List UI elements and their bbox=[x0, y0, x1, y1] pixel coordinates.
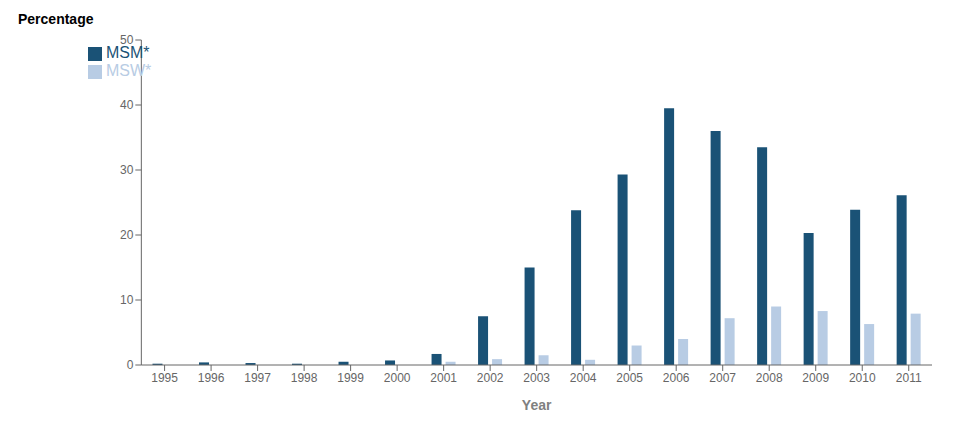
svg-text:1998: 1998 bbox=[291, 371, 318, 385]
svg-text:2004: 2004 bbox=[570, 371, 597, 385]
svg-text:2011: 2011 bbox=[896, 371, 922, 385]
svg-text:2005: 2005 bbox=[616, 371, 643, 385]
svg-text:0: 0 bbox=[127, 358, 134, 372]
html-text:Percentage: Percentage bbox=[18, 11, 94, 27]
svg-text:2010: 2010 bbox=[849, 371, 876, 385]
svg-text:50: 50 bbox=[120, 33, 134, 47]
svg-text:1996: 1996 bbox=[198, 371, 225, 385]
svg-text:2003: 2003 bbox=[523, 371, 550, 385]
html-text:MSM*: MSM* bbox=[106, 44, 150, 61]
svg-text:2000: 2000 bbox=[384, 371, 411, 385]
svg-text:10: 10 bbox=[120, 293, 134, 307]
svg-text:2009: 2009 bbox=[802, 371, 829, 385]
svg-text:2002: 2002 bbox=[477, 371, 504, 385]
svg-text:2007: 2007 bbox=[709, 371, 736, 385]
svg-text:1995: 1995 bbox=[151, 371, 178, 385]
svg-text:2006: 2006 bbox=[663, 371, 690, 385]
svg-text:Year: Year bbox=[522, 397, 552, 413]
svg-text:20: 20 bbox=[120, 228, 134, 242]
svg-text:30: 30 bbox=[120, 163, 134, 177]
svg-text:2001: 2001 bbox=[430, 371, 457, 385]
svg-text:1997: 1997 bbox=[244, 371, 271, 385]
svg-text:2008: 2008 bbox=[756, 371, 783, 385]
svg-text:40: 40 bbox=[120, 98, 134, 112]
html-text:MSW*: MSW* bbox=[106, 62, 152, 79]
svg-text:1999: 1999 bbox=[337, 371, 364, 385]
